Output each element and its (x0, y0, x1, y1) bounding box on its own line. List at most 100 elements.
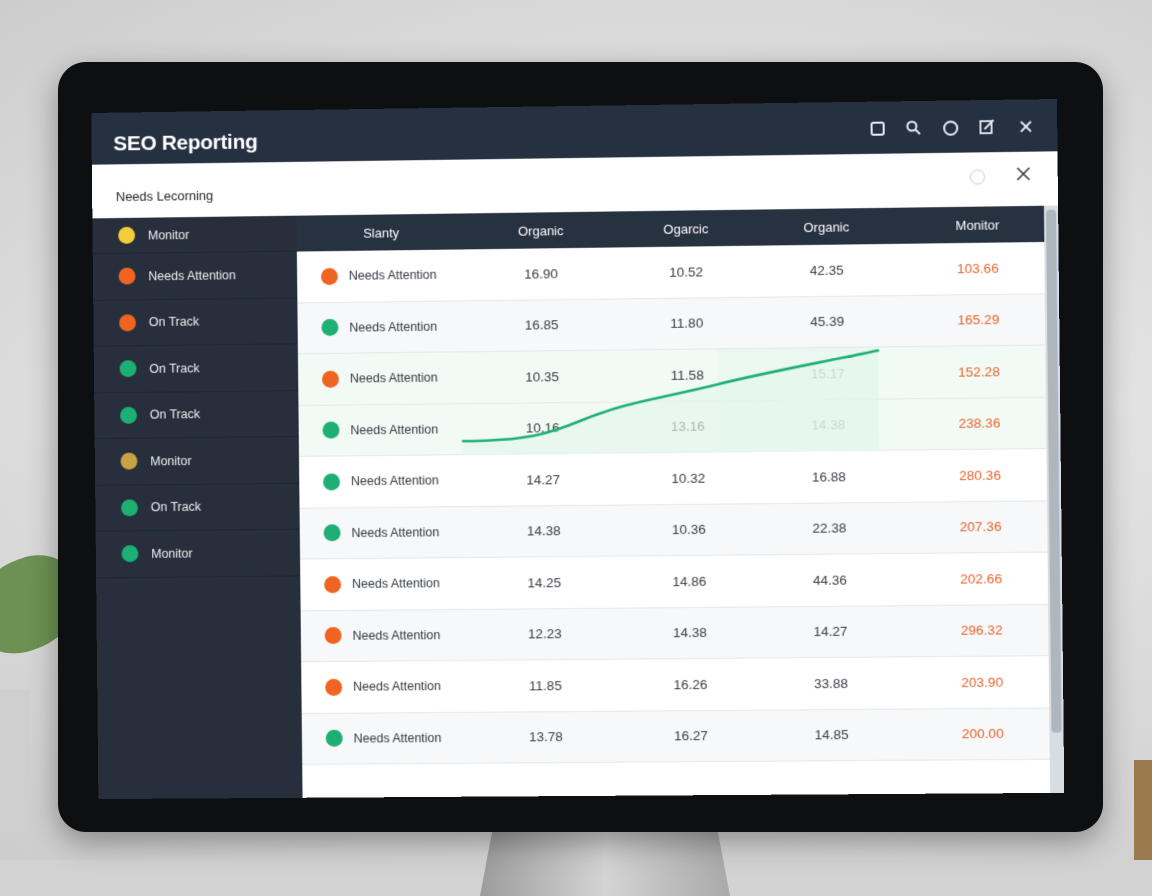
table-row[interactable]: Needs Attention 10.16 13.16 14.38 238.36 (298, 397, 1060, 457)
metric-cell: 296.32 (901, 622, 1063, 638)
status-label: Needs Attention (352, 576, 440, 591)
status-cell: Needs Attention (298, 318, 467, 337)
status-cell: Needs Attention (300, 575, 469, 593)
status-label: Needs Attention (350, 371, 438, 386)
metric-cell: 16.85 (467, 317, 617, 334)
status-dot-icon (121, 499, 138, 516)
status-label: Needs Attention (352, 628, 440, 643)
metric-cell: 14.27 (760, 624, 901, 640)
column-header[interactable]: Ogarcic (616, 220, 756, 237)
column-header[interactable]: Monitor (897, 216, 1059, 233)
status-cell: Needs Attention (299, 420, 468, 439)
sidebar-item[interactable]: On Track (93, 298, 298, 347)
status-dot-icon (119, 268, 136, 285)
status-dot-icon (324, 576, 341, 593)
sidebar-item[interactable]: Monitor (96, 530, 301, 578)
sidebar-item[interactable]: On Track (95, 483, 300, 531)
status-dot-icon (323, 473, 340, 490)
metric-cell: 16.27 (621, 728, 761, 744)
sidebar-item-label: Needs Attention (148, 268, 236, 283)
metric-cell: 14.86 (619, 573, 759, 589)
status-dot-icon (325, 679, 342, 696)
status-label: Needs Attention (351, 525, 439, 540)
status-label: Needs Attention (349, 319, 437, 334)
sidebar-item[interactable]: On Track (94, 391, 299, 440)
table-row[interactable]: Needs Attention 16.90 10.52 42.35 103.66 (297, 242, 1059, 303)
status-cell: Needs Attention (301, 678, 470, 696)
column-header[interactable]: Organic (466, 222, 616, 239)
status-cell: Needs Attention (298, 369, 467, 388)
table-row[interactable]: Needs Attention 14.25 14.86 44.36 202.66 (300, 553, 1062, 611)
table-body: Needs Attention 16.90 10.52 42.35 103.66 Need… (297, 242, 1064, 765)
metric-cell: 207.36 (900, 519, 1062, 536)
close-icon[interactable] (1017, 117, 1035, 135)
metric-cell: 200.00 (902, 726, 1064, 742)
metric-cell: 13.78 (471, 729, 621, 745)
metric-cell: 238.36 (899, 415, 1061, 432)
metric-cell: 203.90 (902, 674, 1064, 690)
search-icon[interactable] (905, 119, 923, 137)
table-row[interactable]: Needs Attention 16.85 11.80 45.39 165.29 (297, 294, 1059, 355)
table-row[interactable]: Needs Attention 11.85 16.26 33.88 203.90 (301, 656, 1063, 713)
metric-cell: 10.35 (467, 368, 617, 385)
sidebar-item[interactable]: Needs Attention (93, 252, 298, 301)
table-row[interactable]: Needs Attention 10.35 11.58 15.17 152.28 (298, 345, 1060, 405)
sidebar-item[interactable]: Monitor (95, 437, 300, 485)
close-icon[interactable] (1015, 166, 1031, 186)
column-header[interactable]: Slanty (297, 224, 466, 241)
status-label: Needs Attention (350, 422, 438, 437)
metric-cell: 14.85 (761, 727, 902, 743)
metric-cell: 11.80 (617, 315, 757, 332)
metric-cell: 14.38 (469, 523, 619, 539)
table-row[interactable]: Needs Attention 12.23 14.38 14.27 296.32 (301, 604, 1063, 662)
content-area: Monitor Needs Attention On Track On Track On… (92, 206, 1064, 800)
metric-cell: 10.36 (619, 521, 759, 537)
square-icon[interactable] (871, 122, 885, 136)
metric-cell: 14.38 (758, 417, 899, 434)
metric-cell: 22.38 (759, 520, 900, 536)
status-label: Needs Attention (353, 679, 441, 694)
sidebar-item-label: On Track (150, 407, 200, 421)
plant-pot (0, 690, 30, 830)
sidebar-item-label: Monitor (150, 454, 191, 468)
table-row[interactable]: Needs Attention 14.27 10.32 16.88 280.36 (299, 449, 1061, 508)
status-dot-icon (121, 545, 138, 562)
status-dot-icon (325, 627, 342, 644)
metric-cell: 15.17 (757, 365, 898, 382)
metric-cell: 103.66 (897, 260, 1059, 277)
status-label: Needs Attention (351, 474, 439, 489)
metric-cell: 165.29 (898, 311, 1060, 328)
sidebar-item-label: On Track (151, 500, 201, 514)
sidebar-item[interactable]: On Track (94, 344, 299, 393)
status-dot-icon (119, 314, 136, 331)
status-dot-icon (321, 268, 338, 285)
metric-cell: 12.23 (470, 626, 620, 642)
metric-cell: 10.32 (618, 470, 758, 486)
filter-label: Needs Lecorning (116, 187, 213, 203)
status-dot-icon (321, 319, 338, 336)
status-cell: Needs Attention (302, 729, 471, 747)
metric-cell: 11.58 (617, 367, 757, 384)
sidebar: Monitor Needs Attention On Track On Track On… (92, 216, 302, 799)
metric-cell: 16.90 (466, 265, 616, 282)
metric-cell: 11.85 (471, 677, 621, 693)
filter-controls (970, 166, 1032, 187)
column-header[interactable]: Organic (756, 218, 897, 235)
edit-icon[interactable] (978, 118, 996, 136)
status-cell: Needs Attention (297, 266, 466, 285)
circle-icon[interactable] (943, 121, 958, 136)
circle-icon[interactable] (970, 169, 985, 184)
status-dot-icon (120, 360, 137, 377)
table-row[interactable]: Needs Attention 13.78 16.27 14.85 200.00 (302, 708, 1064, 765)
metric-cell: 16.26 (620, 676, 760, 692)
metric-cell: 280.36 (899, 467, 1061, 484)
sidebar-item-label: On Track (149, 361, 199, 376)
sidebar-item-label: On Track (149, 315, 199, 330)
status-dot-icon (118, 227, 135, 244)
metric-cell: 14.38 (620, 625, 760, 641)
report-table: Slanty Organic Ogarcic Organic Monitor N… (296, 206, 1064, 798)
table-row[interactable]: Needs Attention 14.38 10.36 22.38 207.36 (300, 501, 1062, 560)
metric-cell: 202.66 (900, 570, 1062, 587)
metric-cell: 14.27 (468, 471, 618, 488)
sidebar-item[interactable]: Monitor (92, 216, 296, 255)
